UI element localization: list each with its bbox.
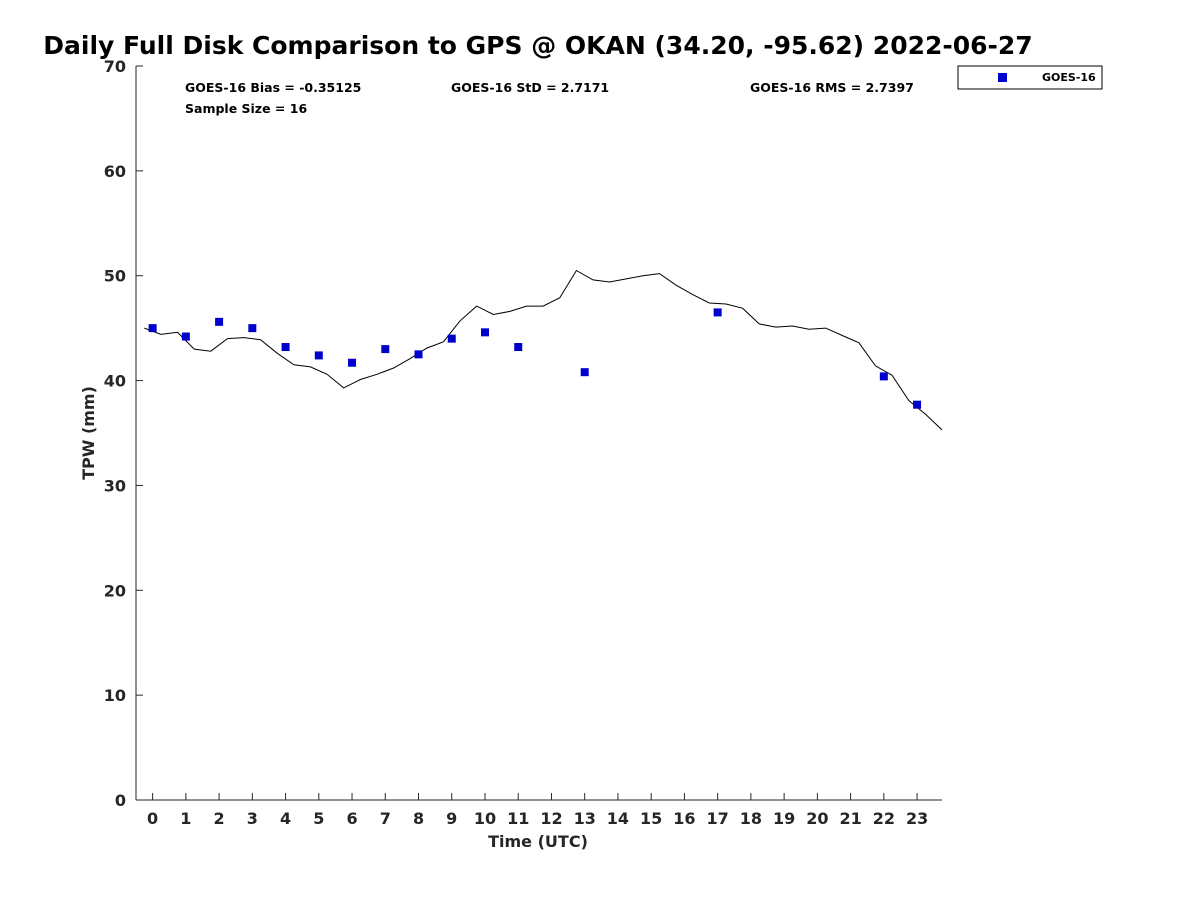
stat-rms: GOES-16 RMS = 2.7397	[750, 80, 914, 95]
goes16-data-point	[514, 343, 523, 352]
stat-std: GOES-16 StD = 2.7171	[451, 80, 609, 95]
y-tick-label: 20	[104, 581, 126, 600]
y-axis-label: TPW (mm)	[79, 386, 98, 480]
x-tick-label: 20	[806, 809, 828, 828]
x-tick-label: 12	[540, 809, 562, 828]
gps-series-line	[144, 269, 943, 431]
x-tick-label: 18	[740, 809, 762, 828]
x-tick-label: 4	[280, 809, 291, 828]
x-tick-label: 21	[839, 809, 861, 828]
y-tick-label: 40	[104, 372, 126, 391]
x-tick-label: 0	[147, 809, 158, 828]
x-tick-label: 3	[247, 809, 258, 828]
goes16-data-point	[348, 358, 357, 367]
goes16-data-point	[248, 324, 257, 333]
goes16-data-point	[414, 350, 423, 359]
x-tick-label: 7	[380, 809, 391, 828]
y-tick-label: 60	[104, 162, 126, 181]
x-tick-label: 11	[507, 809, 529, 828]
stat-sample-size: Sample Size = 16	[185, 101, 307, 116]
goes16-data-point	[281, 343, 290, 352]
y-tick-label: 70	[104, 57, 126, 76]
x-tick-label: 14	[607, 809, 629, 828]
goes16-data-point	[879, 372, 888, 381]
y-tick-label: 30	[104, 476, 126, 495]
x-tick-label: 5	[313, 809, 324, 828]
x-tick-label: 2	[214, 809, 225, 828]
x-tick-label: 13	[574, 809, 596, 828]
goes16-data-point	[447, 334, 456, 343]
legend: GOES-16	[957, 65, 1103, 90]
y-tick-label: 0	[115, 791, 126, 810]
goes16-data-point	[148, 324, 157, 333]
legend-marker	[998, 73, 1007, 82]
goes16-data-point	[314, 351, 323, 360]
x-tick-label: 9	[446, 809, 457, 828]
y-tick-label: 50	[104, 267, 126, 286]
x-tick-label: 19	[773, 809, 795, 828]
x-tick-label: 8	[413, 809, 424, 828]
legend-label: GOES-16	[1042, 71, 1096, 84]
x-axis-label: Time (UTC)	[488, 832, 588, 851]
y-tick-label: 10	[104, 686, 126, 705]
x-tick-label: 17	[707, 809, 729, 828]
x-tick-label: 22	[873, 809, 895, 828]
x-tick-label: 1	[180, 809, 191, 828]
goes16-data-point	[215, 317, 224, 326]
x-tick-label: 23	[906, 809, 928, 828]
stat-bias: GOES-16 Bias = -0.35125	[185, 80, 361, 95]
x-tick-label: 16	[673, 809, 695, 828]
x-tick-label: 10	[474, 809, 496, 828]
goes16-data-point	[580, 368, 589, 377]
x-tick-label: 15	[640, 809, 662, 828]
goes16-data-point	[181, 332, 190, 341]
legend-box	[957, 65, 1103, 90]
x-tick-label: 6	[346, 809, 357, 828]
goes16-data-point	[480, 328, 489, 337]
goes16-data-point	[913, 400, 922, 409]
chart-title: Daily Full Disk Comparison to GPS @ OKAN…	[43, 31, 1032, 60]
goes16-data-point	[713, 308, 722, 317]
goes16-data-point	[381, 345, 390, 354]
